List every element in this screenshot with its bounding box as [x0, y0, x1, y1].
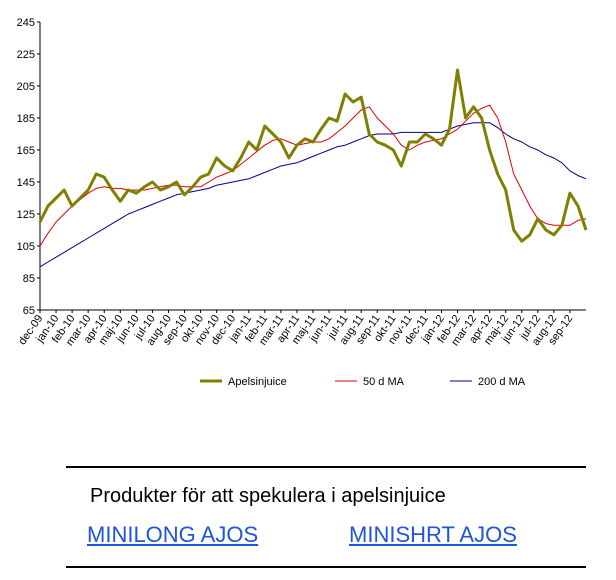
link[interactable]: MINILONG AJOS [87, 522, 259, 547]
y-tick-label: 225 [17, 49, 35, 61]
link[interactable]: MINISHRT AJOS [349, 522, 517, 547]
legend-label: Apelsinjuice [228, 376, 287, 388]
y-tick-label: 165 [17, 145, 35, 157]
legend-label: 50 d MA [363, 376, 405, 388]
y-tick-label: 185 [17, 113, 35, 125]
y-tick-label: 245 [17, 17, 35, 29]
y-tick-label: 205 [17, 81, 35, 93]
legend-label: 200 d MA [478, 376, 526, 388]
y-tick-label: 105 [17, 241, 35, 253]
series-line [38, 68, 588, 243]
series-line [39, 122, 587, 268]
chart: 6585105125145165185205225245dec-09jan-10… [16, 17, 588, 388]
y-tick-label: 125 [17, 209, 35, 221]
series-line [39, 104, 587, 247]
divider [66, 466, 586, 468]
y-tick-label: 85 [23, 273, 35, 285]
divider [66, 566, 586, 568]
y-tick-label: 145 [17, 177, 35, 189]
y-tick-label: 65 [23, 305, 35, 317]
heading: Produkter för att spekulera i apelsinjui… [90, 485, 446, 507]
